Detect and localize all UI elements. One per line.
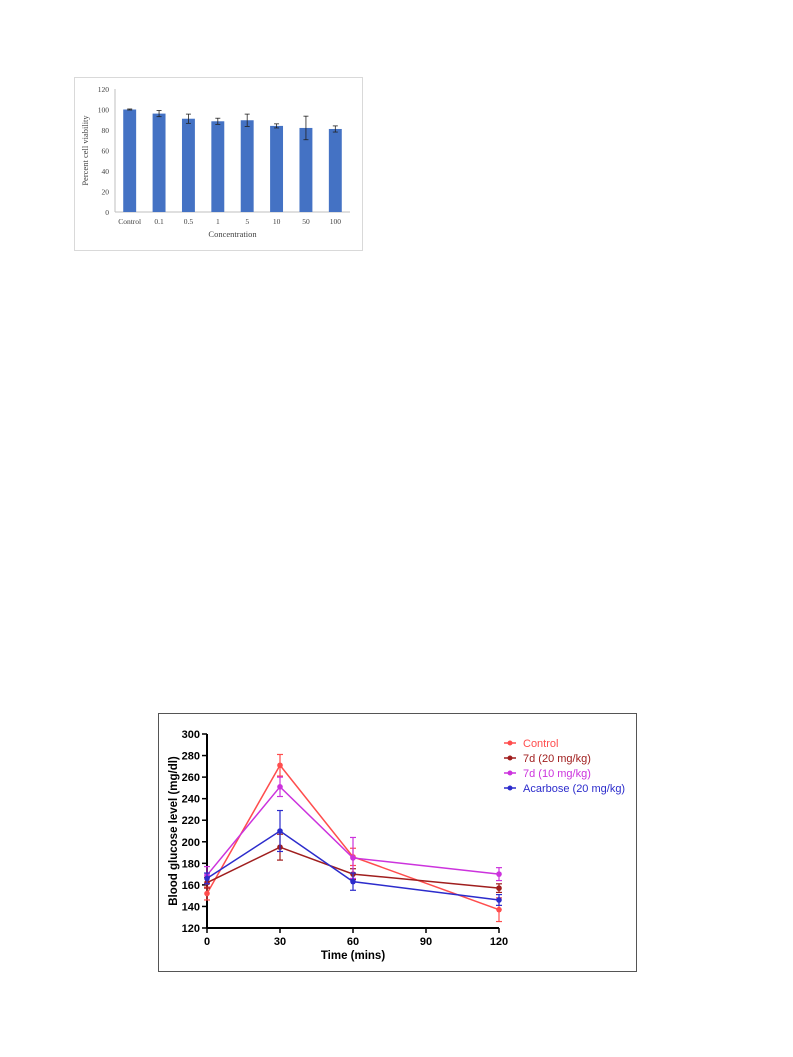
data-point [204, 875, 210, 882]
x-tick-label: 10 [273, 217, 281, 226]
x-tick-label: 100 [330, 217, 342, 226]
data-point [277, 762, 283, 769]
y-tick-label: 300 [182, 729, 200, 741]
legend-swatch-marker [507, 755, 513, 761]
y-tick-label: 0 [105, 208, 109, 217]
data-point [496, 897, 502, 903]
bar [181, 118, 195, 212]
bar [123, 109, 137, 212]
x-tick-label: 0.5 [184, 217, 194, 226]
y-axis-title: Percent cell viability [80, 115, 90, 186]
y-tick-label: 140 [182, 901, 200, 913]
legend-label: Acarbose (20 mg/kg) [523, 783, 625, 795]
series-line [206, 846, 500, 889]
x-tick-label: 60 [347, 936, 359, 948]
y-tick-label: 100 [98, 106, 110, 115]
x-tick-label: 120 [490, 936, 508, 948]
x-axis-title: Time (mins) [321, 950, 385, 962]
x-tick-label: 1 [216, 217, 220, 226]
bar [152, 113, 166, 212]
series-line [206, 785, 500, 876]
data-point [496, 906, 502, 913]
data-point [277, 828, 283, 834]
data-point [496, 871, 502, 877]
y-tick-label: 80 [102, 126, 110, 135]
legend-swatch-marker [507, 785, 513, 791]
y-tick-label: 120 [182, 923, 200, 935]
legend-swatch-marker [507, 770, 513, 776]
y-tick-label: 120 [98, 85, 110, 94]
data-point [350, 878, 356, 885]
bar [328, 128, 342, 212]
x-tick-label: 0.1 [154, 217, 164, 226]
y-tick-label: 220 [182, 815, 200, 827]
y-tick-label: 200 [182, 837, 200, 849]
y-tick-label: 20 [102, 188, 110, 197]
legend-swatch-marker [507, 740, 513, 746]
legend-label: Control [523, 738, 558, 750]
x-tick-label: 5 [245, 217, 249, 226]
y-tick-label: 260 [182, 772, 200, 784]
bar [211, 121, 225, 212]
bar-chart-svg: 0 20 40 60 80 100 120 Control 0.1 0.5 1 5 10 50 100 Con… [80, 85, 350, 239]
y-tick-label: 280 [182, 751, 200, 763]
x-tick-label: Control [118, 217, 141, 226]
bar [240, 120, 254, 212]
y-tick-label: 180 [182, 858, 200, 870]
legend-label: 7d (20 mg/kg) [523, 753, 591, 765]
y-tick-label: 60 [102, 147, 110, 156]
blood-glucose-chart: 120 140 160 180 200 220 240 260 280 300 0 30 60 90 120… [158, 713, 637, 972]
line-chart-svg: 120 140 160 180 200 220 240 260 280 300 0 30 60 90 120… [168, 729, 625, 962]
x-tick-label: 90 [420, 936, 432, 948]
y-axis-title: Blood glucose level (mg/dl) [168, 756, 180, 906]
bar [270, 125, 284, 212]
data-point [277, 784, 283, 790]
series-line [206, 763, 500, 911]
data-point [350, 855, 356, 861]
y-tick-label: 160 [182, 880, 200, 892]
data-point [496, 885, 502, 891]
x-tick-label: 30 [274, 936, 286, 948]
x-axis-title: Concentration [208, 229, 257, 239]
y-tick-label: 240 [182, 794, 200, 806]
bar [299, 127, 313, 212]
series-line [206, 830, 500, 901]
x-tick-label: 50 [302, 217, 310, 226]
y-tick-label: 40 [102, 167, 110, 176]
legend-label: 7d (10 mg/kg) [523, 768, 591, 780]
data-point [204, 890, 210, 897]
x-tick-label: 0 [204, 936, 210, 948]
cell-viability-chart: 0 20 40 60 80 100 120 Control 0.1 0.5 1 5 10 50 100 Con… [74, 77, 363, 251]
